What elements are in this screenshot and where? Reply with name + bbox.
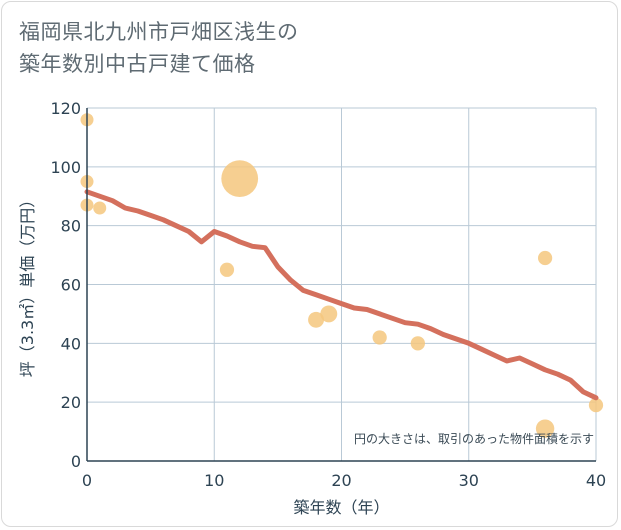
- bubble-point-5: [219, 262, 235, 277]
- y-tick-label-120: 120: [50, 99, 81, 118]
- y-tick-label-40: 40: [61, 334, 81, 353]
- chart-title: 福岡県北九州市戸畑区浅生の 築年数別中古戸建て価格: [19, 16, 299, 80]
- bubble-point-9: [410, 336, 425, 351]
- x-tick-label-0: 0: [82, 471, 92, 490]
- bubble-point-10: [537, 250, 553, 266]
- bubble-point-3: [93, 201, 107, 215]
- bubble-size-note: 円の大きさは、取引のあった物件面積を示す: [354, 431, 594, 446]
- bubble-series: [80, 113, 604, 438]
- x-tick-label-40: 40: [586, 471, 606, 490]
- bubble-point-7: [320, 305, 338, 323]
- average-price-line: [84, 189, 599, 401]
- bubble-point-6: [308, 311, 325, 328]
- x-tick-label-10: 10: [204, 471, 224, 490]
- chart-title-line2: 築年数別中古戸建て価格: [19, 52, 256, 76]
- chart-axes: [86, 108, 596, 462]
- bubble-point-8: [372, 330, 387, 345]
- chart-grid: [87, 107, 597, 461]
- average-line-series: [84, 189, 599, 401]
- chart-title-line1: 福岡県北九州市戸畑区浅生の: [19, 20, 299, 44]
- tick-labels: 0 10 20 30 40 0 20 40 60 80 100 120: [50, 99, 606, 490]
- x-tick-label-30: 30: [459, 471, 479, 490]
- y-tick-label-100: 100: [50, 158, 81, 177]
- bubble-point-11: [535, 419, 555, 438]
- y-axis-label: 坪（3.3㎡）単価（万円）: [18, 192, 37, 377]
- x-axis-label: 築年数（年）: [293, 498, 389, 517]
- bubble-point-12: [588, 397, 604, 413]
- bubble-point-4: [221, 160, 259, 197]
- x-tick-label-20: 20: [331, 471, 351, 490]
- y-tick-label-60: 60: [61, 276, 81, 295]
- y-tick-label-20: 20: [61, 393, 81, 412]
- y-tick-label-80: 80: [61, 217, 81, 236]
- y-tick-label-0: 0: [71, 452, 81, 471]
